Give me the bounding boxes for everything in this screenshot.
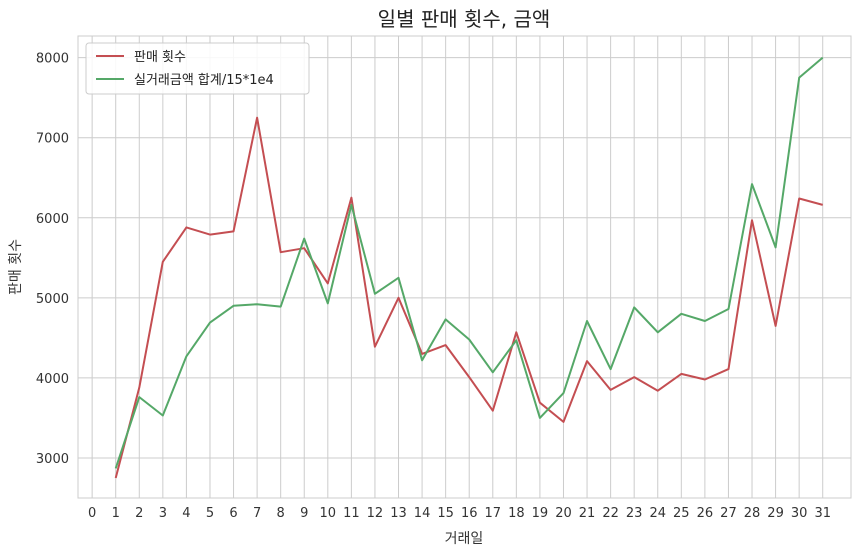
x-tick-labels: 0 1 2 3 4 5 6 7 8 9 10 11 12 13 14 15 16 17 18 19 20 21 22 23 24… [88, 506, 831, 521]
x-axis-label: 거래일 [445, 531, 484, 547]
x-tick-label: 21 [579, 506, 596, 521]
plot-frame [77, 35, 852, 499]
series-lines [114, 56, 824, 479]
x-tick-label: 30 [791, 506, 808, 521]
x-tick-label: 28 [744, 506, 761, 521]
legend-label-sales-count: 판매 횟수 [134, 50, 186, 65]
x-tick-label: 24 [649, 506, 666, 521]
series-line-sales-count [114, 116, 823, 479]
x-tick-label: 17 [485, 506, 502, 521]
x-tick-label: 11 [343, 506, 360, 521]
x-tick-label: 29 [767, 506, 784, 521]
x-tick-label: 12 [367, 506, 384, 521]
y-tick-label: 5000 [36, 292, 69, 307]
x-tick-label: 9 [300, 506, 308, 521]
y-tick-label: 7000 [36, 132, 69, 147]
y-tick-label: 4000 [36, 372, 69, 387]
x-tick-label: 15 [437, 506, 454, 521]
y-tick-labels: 3000 4000 5000 6000 7000 8000 [36, 52, 69, 467]
x-tick-label: 20 [555, 506, 572, 521]
x-tick-label: 4 [182, 506, 190, 521]
legend-box [85, 42, 310, 95]
x-tick-label: 19 [532, 506, 549, 521]
y-tick-label: 6000 [36, 212, 69, 227]
x-tick-label: 7 [253, 506, 261, 521]
x-tick-label: 5 [206, 506, 214, 521]
grid-lines [78, 36, 851, 498]
x-tick-label: 1 [112, 506, 120, 521]
x-tick-label: 16 [461, 506, 478, 521]
legend-label-amount-total: 실거래금액 합계/15*1e4 [134, 73, 274, 88]
y-tick-label: 3000 [36, 452, 69, 467]
y-axis-label: 판매 횟수 [8, 239, 24, 295]
x-tick-label: 27 [720, 506, 737, 521]
x-tick-label: 10 [320, 506, 337, 521]
x-tick-label: 23 [626, 506, 643, 521]
x-tick-label: 26 [697, 506, 714, 521]
legend: 판매 횟수 실거래금액 합계/15*1e4 [85, 42, 310, 95]
x-tick-label: 6 [229, 506, 237, 521]
chart-title: 일별 판매 횟수, 금액 [378, 7, 551, 31]
x-tick-label: 3 [159, 506, 167, 521]
x-tick-label: 8 [277, 506, 285, 521]
x-tick-label: 18 [508, 506, 525, 521]
x-tick-label: 14 [414, 506, 431, 521]
x-tick-label: 22 [602, 506, 619, 521]
x-tick-label: 31 [814, 506, 831, 521]
x-tick-label: 2 [135, 506, 143, 521]
x-tick-label: 13 [390, 506, 407, 521]
x-tick-label: 25 [673, 506, 690, 521]
series-line-amount-total [114, 56, 824, 469]
y-tick-label: 8000 [36, 52, 69, 67]
x-tick-label: 0 [88, 506, 96, 521]
